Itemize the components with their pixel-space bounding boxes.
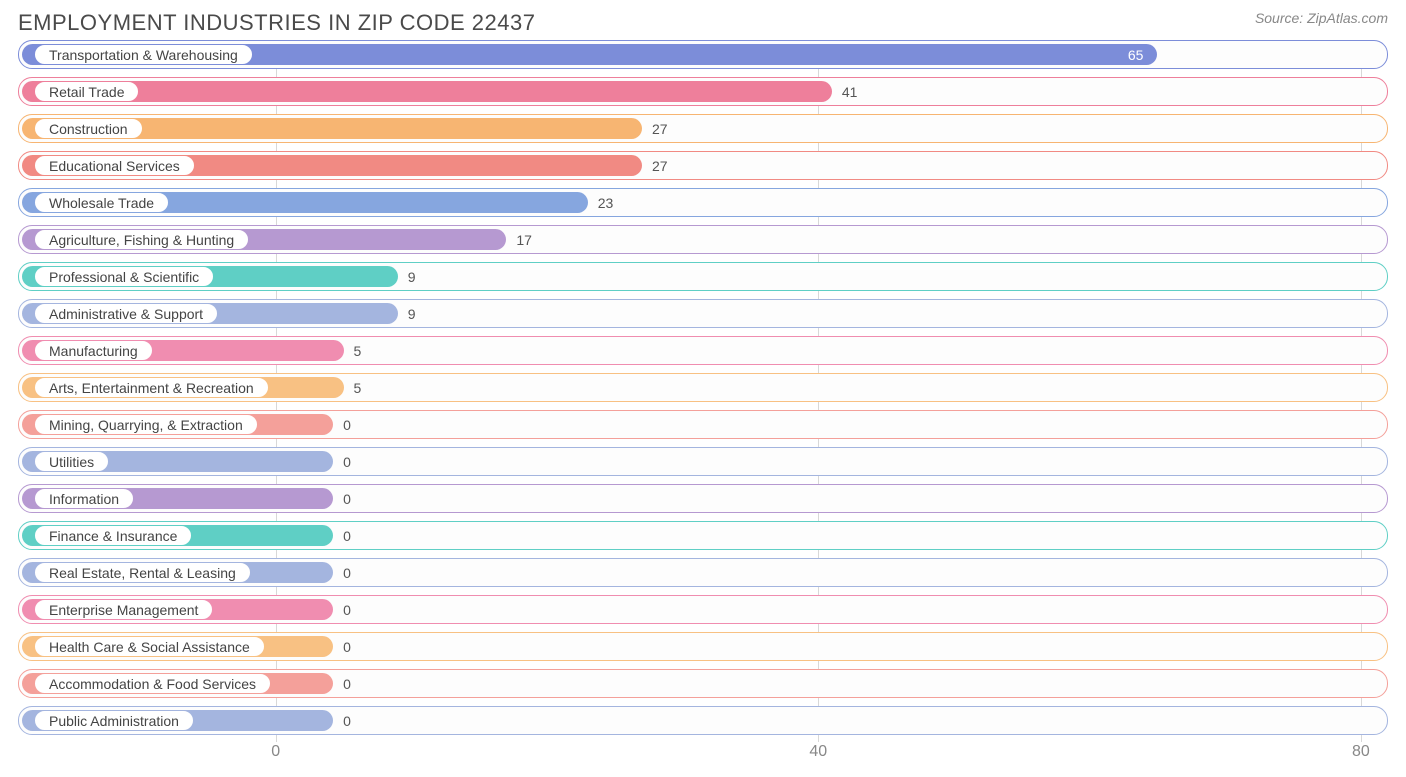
bar-row: 23 Wholesale Trade: [18, 188, 1388, 217]
bar-label-pill: Manufacturing: [34, 340, 153, 361]
bar-label: Retail Trade: [49, 84, 124, 100]
bar-label: Public Administration: [49, 713, 179, 729]
bar-value: 0: [343, 521, 351, 550]
bar-label: Arts, Entertainment & Recreation: [49, 380, 254, 396]
bar-label: Educational Services: [49, 158, 180, 174]
bar-value: 65: [1128, 40, 1144, 69]
bar-value: 0: [343, 410, 351, 439]
bar-label: Health Care & Social Assistance: [49, 639, 250, 655]
bar-value: 41: [842, 77, 858, 106]
bar-label-pill: Utilities: [34, 451, 109, 472]
bar-label-pill: Arts, Entertainment & Recreation: [34, 377, 269, 398]
bar-value: 27: [652, 114, 668, 143]
bar-label-pill: Information: [34, 488, 134, 509]
bar-row: 0 Mining, Quarrying, & Extraction: [18, 410, 1388, 439]
bar-value: 0: [343, 595, 351, 624]
bar-row: 0 Public Administration: [18, 706, 1388, 735]
bar-row: 0 Finance & Insurance: [18, 521, 1388, 550]
bar-row: 9 Professional & Scientific: [18, 262, 1388, 291]
chart-source: Source: ZipAtlas.com: [1255, 10, 1388, 26]
bar-label-pill: Accommodation & Food Services: [34, 673, 271, 694]
bar-row: 0 Real Estate, Rental & Leasing: [18, 558, 1388, 587]
bar-label: Agriculture, Fishing & Hunting: [49, 232, 234, 248]
bar-label-pill: Health Care & Social Assistance: [34, 636, 265, 657]
bar-label-pill: Transportation & Warehousing: [34, 44, 253, 65]
bar-row: 17 Agriculture, Fishing & Hunting: [18, 225, 1388, 254]
bar-value: 0: [343, 632, 351, 661]
bar-label: Utilities: [49, 454, 94, 470]
bar-label-pill: Professional & Scientific: [34, 266, 214, 287]
bar-value: 0: [343, 484, 351, 513]
bar-value: 9: [408, 299, 416, 328]
bar-label-pill: Construction: [34, 118, 143, 139]
bar-label-pill: Retail Trade: [34, 81, 139, 102]
bar-value: 5: [354, 373, 362, 402]
bar-value: 5: [354, 336, 362, 365]
bar-label-pill: Finance & Insurance: [34, 525, 192, 546]
bar-label-pill: Wholesale Trade: [34, 192, 169, 213]
bar-row: 27 Educational Services: [18, 151, 1388, 180]
bar-value: 17: [516, 225, 532, 254]
bar-row: 0 Health Care & Social Assistance: [18, 632, 1388, 661]
bar-label: Administrative & Support: [49, 306, 203, 322]
bar-label: Professional & Scientific: [49, 269, 199, 285]
bar-label: Finance & Insurance: [49, 528, 177, 544]
bar-value: 0: [343, 447, 351, 476]
bar-row: 5 Arts, Entertainment & Recreation: [18, 373, 1388, 402]
bar-fill: [22, 81, 832, 102]
bar-label-pill: Administrative & Support: [34, 303, 218, 324]
bar-label: Construction: [49, 121, 128, 137]
bar-value: 27: [652, 151, 668, 180]
bar-row: 0 Utilities: [18, 447, 1388, 476]
axis-tick-label: 0: [271, 743, 280, 761]
bar-label: Enterprise Management: [49, 602, 198, 618]
bar-row: 0 Accommodation & Food Services: [18, 669, 1388, 698]
chart-title: EMPLOYMENT INDUSTRIES IN ZIP CODE 22437: [18, 10, 536, 36]
bar-label-pill: Public Administration: [34, 710, 194, 731]
bar-label: Real Estate, Rental & Leasing: [49, 565, 236, 581]
axis-tick-label: 80: [1352, 743, 1370, 761]
bar-row: 5 Manufacturing: [18, 336, 1388, 365]
bar-label-pill: Real Estate, Rental & Leasing: [34, 562, 251, 583]
bar-value: 0: [343, 669, 351, 698]
bar-row: 27 Construction: [18, 114, 1388, 143]
bar-label: Wholesale Trade: [49, 195, 154, 211]
chart-area: 65 Transportation & Warehousing 41 Retail T…: [18, 40, 1388, 742]
bar-label-pill: Educational Services: [34, 155, 195, 176]
bar-label-pill: Agriculture, Fishing & Hunting: [34, 229, 249, 250]
bar-row: 0 Information: [18, 484, 1388, 513]
axis-tick-label: 40: [809, 743, 827, 761]
bar-label-pill: Mining, Quarrying, & Extraction: [34, 414, 258, 435]
bar-label-pill: Enterprise Management: [34, 599, 213, 620]
bar-value: 0: [343, 706, 351, 735]
bar-label: Mining, Quarrying, & Extraction: [49, 417, 243, 433]
bar-row: 65 Transportation & Warehousing: [18, 40, 1388, 69]
bar-value: 9: [408, 262, 416, 291]
bar-row: 9 Administrative & Support: [18, 299, 1388, 328]
bar-row: 41 Retail Trade: [18, 77, 1388, 106]
bar-row: 0 Enterprise Management: [18, 595, 1388, 624]
bar-label: Manufacturing: [49, 343, 138, 359]
bar-label: Transportation & Warehousing: [49, 47, 238, 63]
bar-label: Accommodation & Food Services: [49, 676, 256, 692]
bar-value: 0: [343, 558, 351, 587]
bar-value: 23: [598, 188, 614, 217]
bar-label: Information: [49, 491, 119, 507]
